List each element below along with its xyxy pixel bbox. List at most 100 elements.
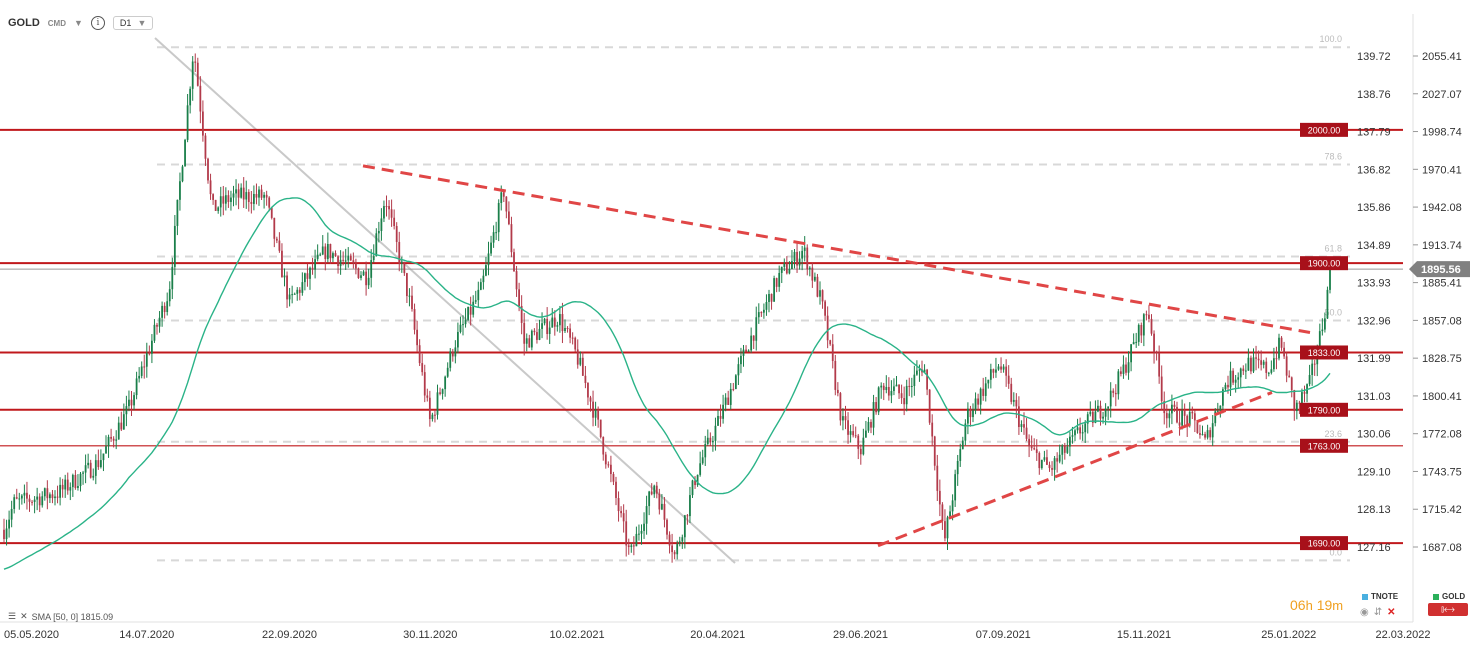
sma-indicator-label[interactable]: SMA [50, 0] 1815.09 <box>31 611 114 622</box>
candle-body <box>551 317 554 328</box>
candle-body <box>1214 411 1217 424</box>
candle-body <box>1127 362 1130 373</box>
candle-body <box>770 293 773 302</box>
settings-icon[interactable]: ☰ <box>8 611 17 621</box>
fib-label: 0.0 <box>1329 547 1342 557</box>
candle-body <box>638 533 640 535</box>
candle-body <box>630 545 633 548</box>
candle-body <box>1285 356 1288 376</box>
candle-body <box>610 464 612 475</box>
candle-body <box>416 329 418 346</box>
symbol-dropdown-icon[interactable]: ▼ <box>74 18 83 28</box>
candle-body <box>260 189 263 198</box>
candle-body <box>1135 341 1138 343</box>
gold-series-settings-button[interactable]: ⫾⟷ <box>1428 603 1468 616</box>
candle-body <box>92 475 95 478</box>
candle-body <box>161 305 163 318</box>
candle-body <box>268 197 271 208</box>
candle-body <box>719 415 722 419</box>
candle-body <box>640 530 643 534</box>
candle-body <box>515 271 518 290</box>
symbol-name[interactable]: GOLD <box>8 17 40 29</box>
candle-body <box>54 496 56 499</box>
candle-body <box>49 494 51 499</box>
candle-body <box>1012 399 1015 402</box>
candle-body <box>105 446 107 454</box>
level-badge-text: 1833.00 <box>1308 348 1341 358</box>
candle-body <box>1099 405 1102 419</box>
candle-body <box>1020 424 1023 427</box>
candle-body <box>133 395 135 406</box>
candle-body <box>151 340 153 354</box>
candle-body <box>370 260 373 278</box>
candle-body <box>202 111 204 136</box>
candle-body <box>1091 411 1094 423</box>
candle-body <box>587 382 589 398</box>
close-icon[interactable]: ✕ <box>1387 607 1396 618</box>
candle-body <box>31 501 33 503</box>
candle-body <box>1069 436 1071 447</box>
candle-body <box>898 384 900 394</box>
date-tick-label: 05.05.2020 <box>4 629 59 641</box>
candle-body <box>1120 371 1122 374</box>
candle-body <box>857 435 860 449</box>
candle-body <box>1242 368 1245 372</box>
candle-body <box>281 250 283 278</box>
candle-body <box>283 275 286 278</box>
candle-body <box>375 233 378 257</box>
candle-body <box>1076 427 1079 431</box>
price-tick-label: 1885.41 <box>1422 278 1462 290</box>
candle-body <box>615 481 617 499</box>
candle-body <box>472 301 475 315</box>
candle-body <box>84 465 87 473</box>
candle-body <box>168 289 171 302</box>
candle-body <box>94 460 97 476</box>
candle-body <box>224 195 227 204</box>
candle-body <box>727 397 730 405</box>
candle-body <box>36 496 39 500</box>
legend-tnote[interactable]: TNOTE <box>1362 592 1398 601</box>
level-badge <box>1300 122 1348 137</box>
candle-body <box>173 225 176 267</box>
candle-body <box>26 492 28 499</box>
legend-gold[interactable]: GOLD <box>1433 592 1465 601</box>
candle-body <box>862 437 865 455</box>
candle-body <box>622 513 625 522</box>
candle-body <box>1051 468 1053 470</box>
candle-body <box>33 499 36 503</box>
candle-body <box>706 437 709 444</box>
candle-body <box>548 327 551 334</box>
candle-body <box>1063 445 1066 453</box>
remove-indicator-icon[interactable]: ✕ <box>20 611 28 621</box>
candle-body <box>207 158 209 181</box>
candle-body <box>518 289 520 306</box>
candle-body <box>1137 324 1140 342</box>
candle-body <box>462 324 464 326</box>
candle-body <box>56 496 59 498</box>
reorder-icon[interactable]: ⇵ <box>1373 607 1383 618</box>
candle-body <box>209 180 212 195</box>
eye-icon[interactable]: ◉ <box>1360 607 1369 618</box>
info-icon[interactable]: i <box>90 16 105 30</box>
candle-body <box>602 437 605 455</box>
candle-body <box>337 256 339 267</box>
candle-body <box>1058 454 1061 462</box>
candle-body <box>181 166 184 182</box>
candle-body <box>1035 449 1038 453</box>
candle-body <box>222 196 225 204</box>
timeframe-select[interactable]: D1 ▼ <box>112 16 154 30</box>
candle-body <box>479 282 482 290</box>
candle-body <box>1280 337 1283 348</box>
candle-body <box>8 519 10 529</box>
candle-body <box>423 372 426 396</box>
candle-body <box>199 85 202 112</box>
candle-body <box>171 266 174 290</box>
candle-body <box>500 192 503 203</box>
candle-body <box>737 364 740 376</box>
candle-body <box>1171 404 1173 414</box>
candle-body <box>829 340 832 345</box>
candle-body <box>383 206 385 219</box>
candle-body <box>1043 457 1046 460</box>
candle-body <box>663 503 666 520</box>
